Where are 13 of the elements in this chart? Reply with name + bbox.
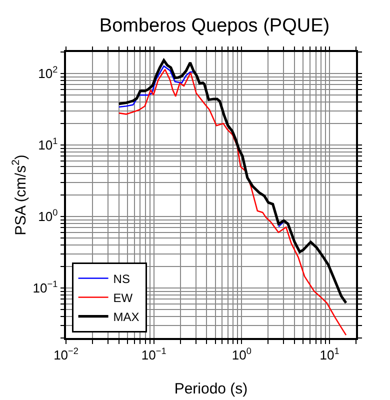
x-tick-label: 10$^{0}$	[232, 346, 252, 362]
legend-label: NS	[113, 272, 130, 286]
y-tick-label: 10$^{−1}$	[32, 279, 58, 296]
x-axis-title: Periodo (s)	[174, 380, 248, 398]
legend-label: EW	[113, 290, 134, 305]
y-tick-label: 10$^{0}$	[38, 208, 58, 224]
x-tick-label: 10$^{−1}$	[141, 346, 166, 362]
x-tick-label: 10$^{−2}$	[54, 346, 78, 362]
chart-title: Bomberos Quepos (PQUE)	[99, 15, 330, 36]
y-tick-label: 10$^{2}$	[38, 64, 58, 82]
x-tick-label: 10$^{1}$	[320, 346, 340, 362]
legend-label: MAX	[113, 310, 140, 324]
y-tick-label: 10$^{1}$	[38, 136, 58, 153]
